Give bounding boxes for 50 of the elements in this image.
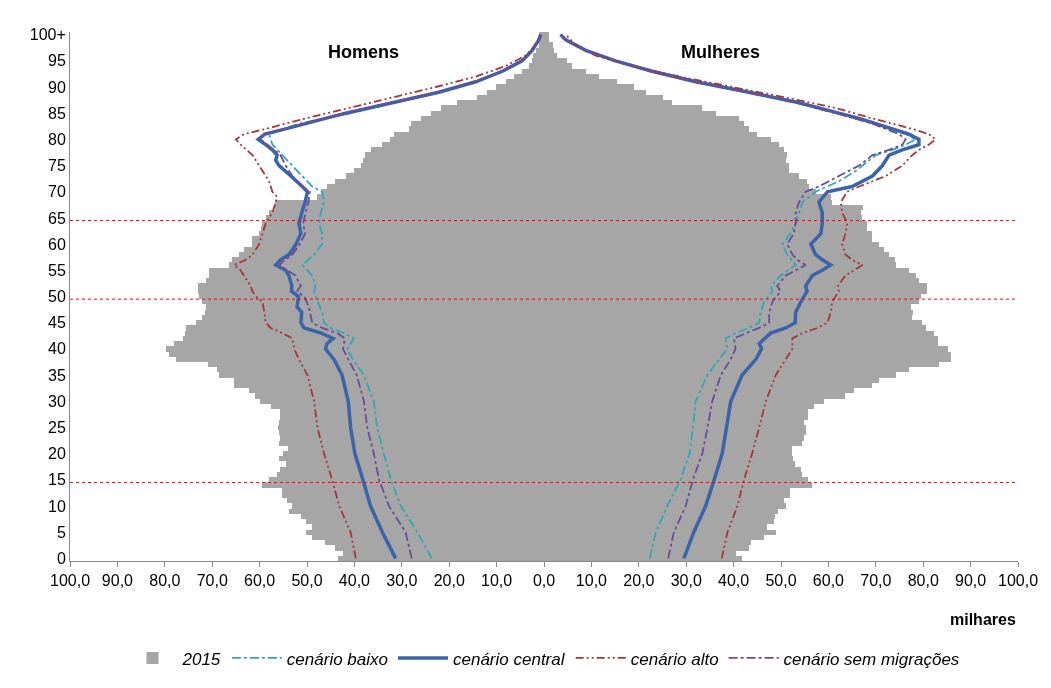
x-tick-label: 50,0 (765, 572, 797, 590)
x-tick-label: 0,0 (532, 572, 556, 590)
y-tick-label: 65 (48, 209, 66, 227)
legend-label: cenário baixo (286, 649, 388, 669)
annotation: Mulheres (681, 42, 761, 62)
y-tick-label: 80 (48, 130, 66, 148)
y-tick-label: 10 (48, 497, 66, 515)
y-tick-label: 60 (48, 235, 66, 253)
x-tick-label: 10,0 (481, 572, 513, 590)
y-tick-label: 50 (48, 288, 66, 306)
x-tick-label: 20,0 (623, 572, 655, 590)
legend-label: cenário alto (630, 649, 719, 669)
x-tick-label: 60,0 (812, 572, 845, 590)
x-tick-label: 80,0 (149, 572, 181, 590)
x-tick-label: 30,0 (670, 572, 702, 590)
y-tick-label: 20 (48, 445, 66, 463)
legend-label: cenário central (452, 649, 566, 669)
y-tick-label: 85 (48, 104, 66, 122)
y-tick-label: 55 (48, 261, 66, 279)
y-tick-label: 40 (48, 340, 66, 358)
x-tick-label: 70,0 (860, 572, 892, 590)
annotation: Homens (328, 42, 400, 62)
x-tick-label: 40,0 (718, 572, 750, 590)
x-tick-label: 90,0 (101, 572, 134, 590)
y-tick-label: 0 (56, 549, 66, 567)
x-axis-title: milhares (950, 611, 1016, 628)
x-tick-label: 60,0 (244, 572, 276, 590)
x-tick-label: 40,0 (338, 572, 371, 590)
x-tick-label: 70,0 (196, 572, 228, 590)
y-tick-label: 30 (48, 392, 66, 410)
y-tick-label: 90 (48, 78, 66, 96)
x-tick-label: 50,0 (291, 572, 323, 590)
x-tick-label: 20,0 (433, 572, 465, 590)
y-tick-label: 25 (48, 419, 66, 437)
y-tick-label: 100+ (29, 26, 66, 44)
y-tick-label: 35 (48, 366, 66, 384)
x-tick-label: 100,0 (997, 572, 1039, 590)
x-tick-label: 30,0 (386, 572, 418, 590)
legend-label: cenário sem migrações (783, 649, 960, 669)
y-tick-label: 45 (48, 314, 66, 332)
x-tick-label: 90,0 (955, 572, 987, 590)
x-tick-label: 10,0 (575, 572, 608, 590)
y-tick-label: 70 (48, 183, 66, 201)
legend-label: 2015 (181, 649, 221, 669)
y-tick-label: 95 (48, 52, 66, 70)
y-tick-label: 15 (48, 471, 66, 489)
x-tick-label: 100,0 (49, 572, 91, 590)
x-tick-label: 80,0 (907, 572, 939, 590)
y-tick-label: 75 (48, 157, 66, 175)
y-tick-label: 5 (56, 523, 66, 541)
